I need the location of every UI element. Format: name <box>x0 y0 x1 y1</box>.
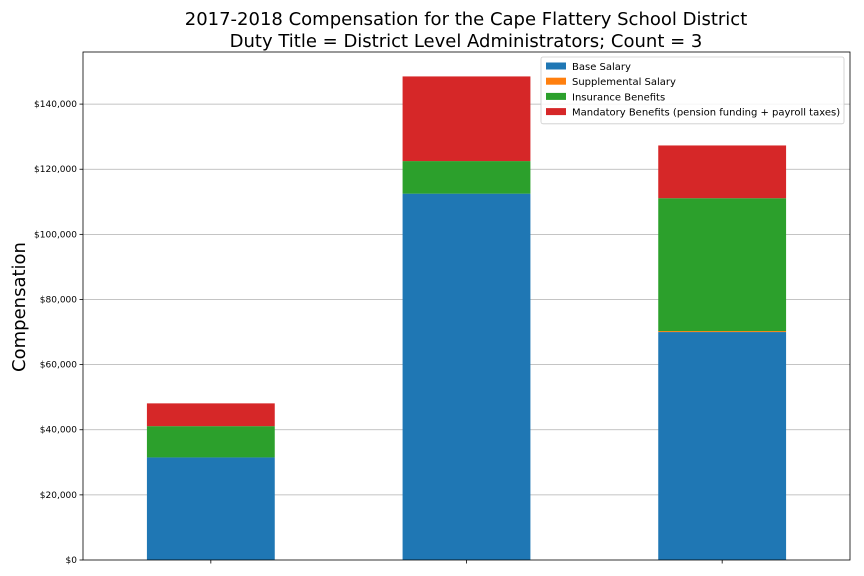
legend-swatch <box>546 108 566 116</box>
legend-swatch <box>546 92 566 100</box>
bar-insurance-1 <box>146 426 275 458</box>
y-tick-label: $80,000 <box>40 295 77 305</box>
bar-supplemental-3 <box>658 331 787 333</box>
axes: $0 $20,000 $40,000 $60,000 $80,000 $100,000 $1… <box>34 51 851 566</box>
y-tick-label: $20,000 <box>40 491 77 501</box>
y-tick-label: $140,000 <box>34 100 77 110</box>
bar-insurance-3 <box>658 198 787 332</box>
bar-mandatory-3 <box>658 145 787 199</box>
bar-mandatory-1 <box>146 403 275 427</box>
bar-insurance-2 <box>402 161 531 194</box>
bar-base-1 <box>146 457 275 560</box>
chart-title: 2017-2018 Compensation for the Cape Flat… <box>185 9 748 30</box>
y-tick-label: $120,000 <box>34 165 77 175</box>
y-tick-label: $60,000 <box>40 361 77 371</box>
legend-label: Mandatory Benefits (pension funding + pa… <box>572 108 840 119</box>
y-tick-label: $0 <box>66 556 78 566</box>
legend-label: Supplemental Salary <box>572 77 676 88</box>
y-tick-label: $100,000 <box>34 230 77 240</box>
bar-base-2 <box>402 193 531 560</box>
y-axis-label: Compensation <box>9 242 30 372</box>
y-tick-label: $40,000 <box>40 426 77 436</box>
bar-mandatory-2 <box>402 76 531 162</box>
legend: Base Salary Supplemental Salary Insurance … <box>540 56 845 125</box>
legend-swatch <box>546 62 566 70</box>
plot-frame <box>82 51 851 561</box>
legend-swatch <box>546 77 566 85</box>
legend-label: Insurance Benefits <box>572 92 665 103</box>
legend-label: Base Salary <box>572 62 631 73</box>
bar-base-3 <box>658 332 787 560</box>
legend-box <box>540 56 845 125</box>
bars <box>146 76 787 560</box>
chart-subtitle: Duty Title = District Level Administrato… <box>230 31 703 52</box>
